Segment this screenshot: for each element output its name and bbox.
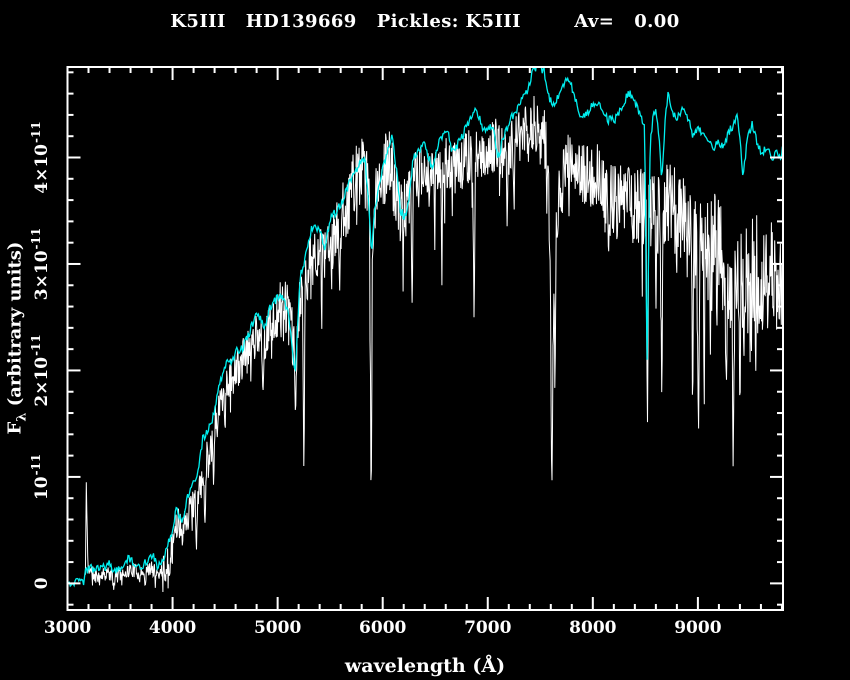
x-tick-label: 6000 [359,618,406,638]
x-tick-label: 5000 [254,618,301,638]
x-tick-label: 9000 [674,618,721,638]
y-tick-label: 2×10-11 [29,334,52,406]
y-tick-label: 3×10-11 [29,228,52,300]
y-tick-label: 10-11 [29,454,52,500]
series-layer [67,67,783,593]
x-axis-title-text: wavelength (Å) [344,655,506,677]
y-axis-title-post: (arbitrary units) [4,241,26,413]
x-tick-label: 3000 [44,618,91,638]
observed-spectrum-line [84,95,783,593]
y-axis-title-sub: λ [14,412,30,422]
x-tick-label: 8000 [569,618,616,638]
template-spectrum-line [67,67,783,588]
plot-title: K5III HD139669 Pickles: K5III Av= 0.00 [170,11,680,32]
x-tick-label: 7000 [464,618,511,638]
x-tick-label: 4000 [149,618,196,638]
x-axis-title: wavelength (Å) [345,655,505,677]
y-axis-title: Fλ (arbitrary units) [5,242,30,435]
axis-ticks [66,67,783,610]
y-tick-label: 0 [32,577,52,589]
y-axis-title-pre: F [4,421,26,435]
y-tick-label: 4×10-11 [29,121,52,193]
